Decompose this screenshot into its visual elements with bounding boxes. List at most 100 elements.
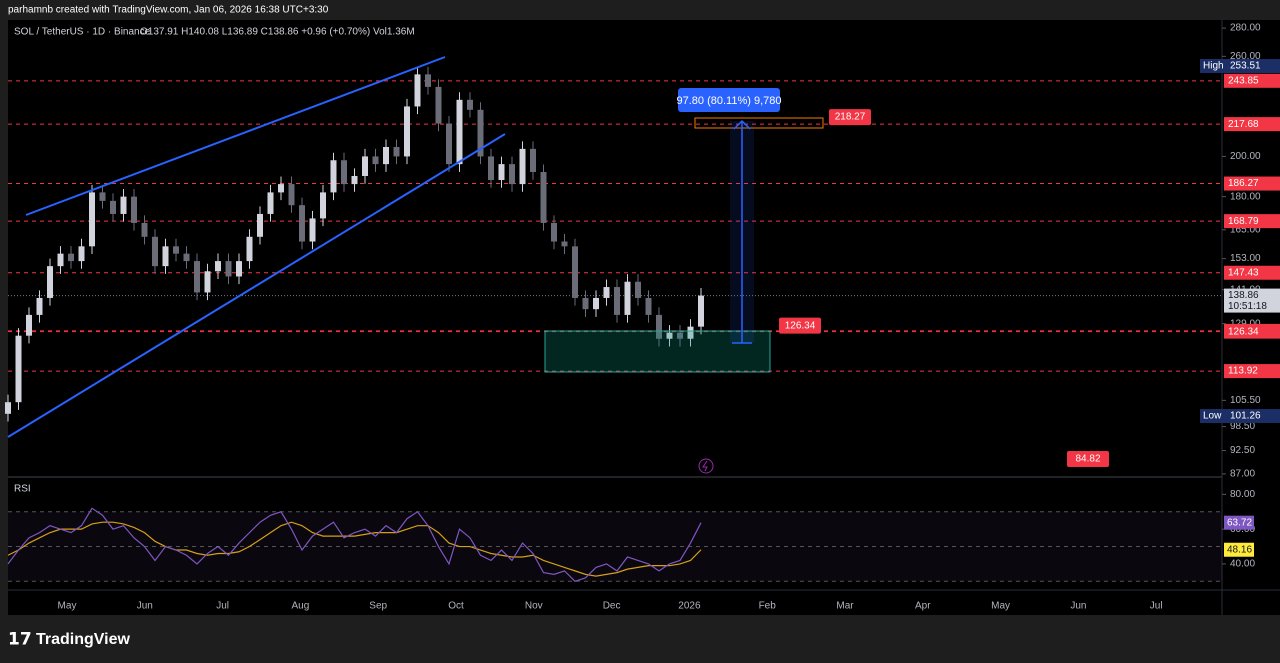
y-tick-label: 98.50	[1230, 421, 1255, 432]
candle	[267, 192, 274, 214]
candle	[78, 246, 85, 262]
candle	[635, 281, 641, 298]
y-tick-label: 129.00	[1230, 318, 1261, 329]
candle	[257, 213, 263, 237]
level-label: 217.68	[1228, 119, 1259, 130]
level-label: 113.92	[1228, 366, 1258, 377]
candle	[446, 123, 452, 165]
candle	[467, 99, 473, 110]
candle	[414, 74, 421, 107]
rsi-band	[8, 511, 1222, 582]
rsi-tag-label: 48.16	[1227, 544, 1252, 555]
candle	[383, 147, 389, 165]
symbol-ohlc: O137.91 H140.08 L136.89 C138.86 +0.96 (+…	[140, 27, 415, 38]
high-tag	[1200, 58, 1280, 73]
last-countdown: 10:51:18	[1228, 301, 1267, 312]
candle	[309, 218, 316, 242]
level-label: 126.34	[1228, 326, 1259, 337]
high-value: 253.51	[1230, 61, 1261, 72]
x-tick-label: Jul	[216, 601, 229, 612]
x-tick-label: May	[58, 601, 77, 612]
candle	[498, 164, 505, 181]
candle	[593, 297, 599, 310]
level-label: 168.79	[1228, 216, 1259, 227]
candle	[603, 287, 610, 298]
candle	[288, 184, 295, 206]
measure-box	[678, 88, 780, 112]
x-tick-label: Mar	[836, 601, 854, 612]
rsi-tag-label: 63.72	[1227, 517, 1252, 528]
candle	[393, 147, 400, 157]
channel-upper	[25, 56, 446, 216]
candle	[372, 156, 379, 165]
y-tick-label: 280.00	[1230, 23, 1261, 34]
rsi-ma-line	[7, 521, 702, 577]
callout	[1067, 451, 1109, 467]
candle	[666, 332, 673, 339]
candle	[131, 196, 137, 223]
y-tick-label: 180.00	[1230, 191, 1261, 202]
candle	[320, 192, 326, 219]
y-tick-label: 105.50	[1230, 395, 1261, 406]
x-tick-label: Aug	[292, 601, 310, 612]
candle	[68, 253, 74, 262]
rsi-tick-label: 80.00	[1230, 489, 1255, 500]
candle	[5, 402, 11, 414]
candle	[330, 160, 337, 193]
candle	[582, 297, 589, 310]
last-tag	[1224, 288, 1280, 313]
callout-label: 84.82	[1075, 454, 1100, 465]
callout	[829, 109, 871, 126]
chart-area	[8, 20, 1280, 615]
rsi-tick-label: 40.00	[1230, 559, 1255, 570]
x-tick-label: 2026	[678, 601, 701, 612]
candle	[110, 200, 116, 214]
candle	[677, 332, 683, 339]
candle	[236, 261, 242, 277]
x-tick-label: Feb	[759, 601, 777, 612]
y-tick-label: 260.00	[1230, 51, 1261, 62]
level-tag	[1224, 73, 1280, 88]
level-tag	[1224, 324, 1280, 339]
candle	[57, 253, 64, 267]
x-tick-label: Nov	[525, 601, 543, 612]
low-value: 101.26	[1230, 411, 1261, 422]
x-tick-label: Jun	[1070, 601, 1086, 612]
support-zone	[544, 330, 771, 373]
candle	[99, 192, 106, 201]
candle	[404, 106, 410, 157]
candle	[509, 164, 515, 185]
candle	[614, 287, 620, 315]
x-tick-label: May	[991, 601, 1010, 612]
candle	[204, 271, 211, 293]
candle	[362, 156, 368, 176]
candle	[645, 297, 652, 315]
measure-label: 97.80 (80.11%) 9,780	[677, 95, 782, 107]
level-tag	[1224, 176, 1280, 191]
level-tag	[1224, 265, 1280, 280]
level-label: 186.27	[1228, 178, 1259, 189]
x-tick-label: Apr	[915, 601, 931, 612]
y-tick-label: 200.00	[1230, 151, 1261, 162]
x-tick-label: Sep	[369, 601, 387, 612]
candle	[120, 196, 127, 214]
level-label: 147.43	[1228, 267, 1259, 278]
low-text: Low	[1203, 411, 1222, 422]
candle	[341, 160, 347, 185]
candle	[477, 109, 484, 157]
event-icon	[698, 458, 714, 474]
callout-label: 218.27	[835, 112, 866, 123]
rsi-tag	[1224, 542, 1254, 557]
candle	[246, 236, 253, 262]
marks	[5, 66, 1222, 422]
high-text: High	[1203, 61, 1224, 72]
channel-lower	[7, 133, 506, 438]
last-value: 138.86	[1228, 290, 1259, 301]
candle	[488, 156, 494, 181]
candle	[162, 246, 169, 267]
candle	[456, 99, 463, 165]
y-tick-label: 165.00	[1230, 224, 1261, 235]
candle	[572, 246, 578, 298]
footer-logo: 𝟭𝟳	[8, 629, 32, 648]
